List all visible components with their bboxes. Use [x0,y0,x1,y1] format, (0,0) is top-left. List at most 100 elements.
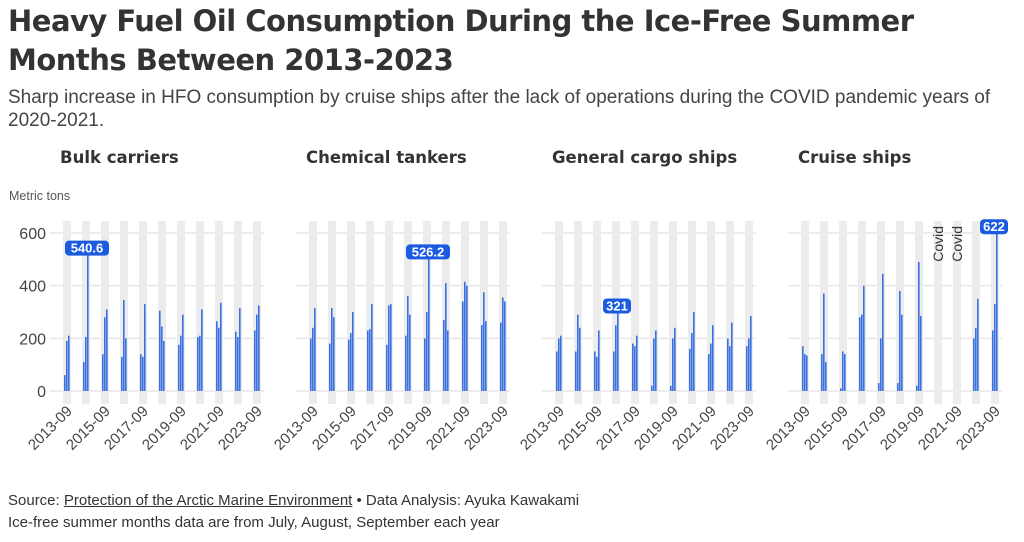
year-band [801,221,809,404]
bar [729,346,731,391]
annotation-badge [603,298,631,314]
bar [87,248,89,391]
footer-note: Ice-free summer months data are from Jul… [8,514,500,531]
bar [653,338,655,391]
bar [182,314,184,391]
bar [863,285,865,391]
panel-title-bulk-carriers: Bulk carriers [60,148,179,167]
bar [390,304,392,391]
year-band [347,221,355,404]
year-band [196,221,204,404]
bar [806,355,808,391]
bar [466,285,468,391]
bar [500,322,502,391]
bar [254,330,256,391]
covid-annotation: Covid [930,226,946,262]
annotation-label: 321 [606,298,628,313]
bar [66,340,68,391]
year-band [158,221,166,404]
bar [386,344,388,391]
bar [670,385,672,391]
bar [216,321,218,391]
year-band [574,221,582,404]
bar [502,297,504,391]
bar [144,304,146,391]
bar [405,335,407,391]
analysis-credit: • Data Analysis: Ayuka Kawakami [352,492,580,509]
bar [975,327,977,391]
bar [462,301,464,391]
bar [161,326,163,391]
bar [920,315,922,391]
bar [840,388,842,391]
year-band [177,221,185,404]
bar [142,356,144,391]
bar [369,329,371,391]
bar [443,319,445,391]
bar [388,305,390,391]
bar [994,304,996,391]
bar [201,309,203,391]
bar [445,283,447,391]
bar [613,351,615,391]
bar [371,304,373,391]
year-band [253,221,261,404]
bar [598,330,600,391]
bar [102,354,104,391]
bar [655,330,657,391]
year-band [972,221,980,404]
bar [651,385,653,391]
y-axis-unit-label: Metric tons [9,189,71,203]
bar [163,340,165,391]
bar [220,302,222,391]
bar [882,273,884,391]
chart-subtitle: Sharp increase in HFO consumption by cru… [8,87,991,131]
year-band [555,221,563,404]
bar [64,375,66,391]
year-band [839,221,847,404]
bar [897,383,899,391]
bar [424,338,426,391]
bar [235,331,237,391]
bar [825,362,827,391]
bar [140,354,142,391]
bar [483,292,485,391]
bar [121,356,123,391]
year-band [215,221,223,404]
bar [504,301,506,391]
bar [560,335,562,391]
y-tick-label: 600 [19,226,46,243]
bar [842,351,844,391]
bar [159,310,161,391]
bar [634,346,636,391]
annotation-badge [980,219,1008,235]
year-band [877,221,885,404]
annotation-label: 526.2 [412,244,445,259]
bar [485,321,487,391]
covid-annotation: Covid [949,226,965,262]
year-band [688,221,696,404]
bar [197,337,199,391]
bar [464,281,466,391]
source-line: Source: Protection of the Arctic Marine … [8,490,579,512]
year-band [234,221,242,404]
year-band [366,221,374,404]
year-band [101,221,109,404]
bar [802,346,804,391]
bar [333,317,335,391]
bar [407,296,409,391]
bar [447,330,449,391]
bar [314,308,316,391]
bar [636,335,638,391]
bar [973,338,975,391]
bar [710,343,712,391]
bar [350,333,352,391]
bar [68,335,70,391]
source-link[interactable]: Protection of the Arctic Marine Environm… [63,492,353,509]
bar [859,317,861,391]
bar [996,227,998,391]
bar [708,354,710,391]
bar [861,314,863,391]
year-band [82,221,90,404]
bar [348,339,350,391]
